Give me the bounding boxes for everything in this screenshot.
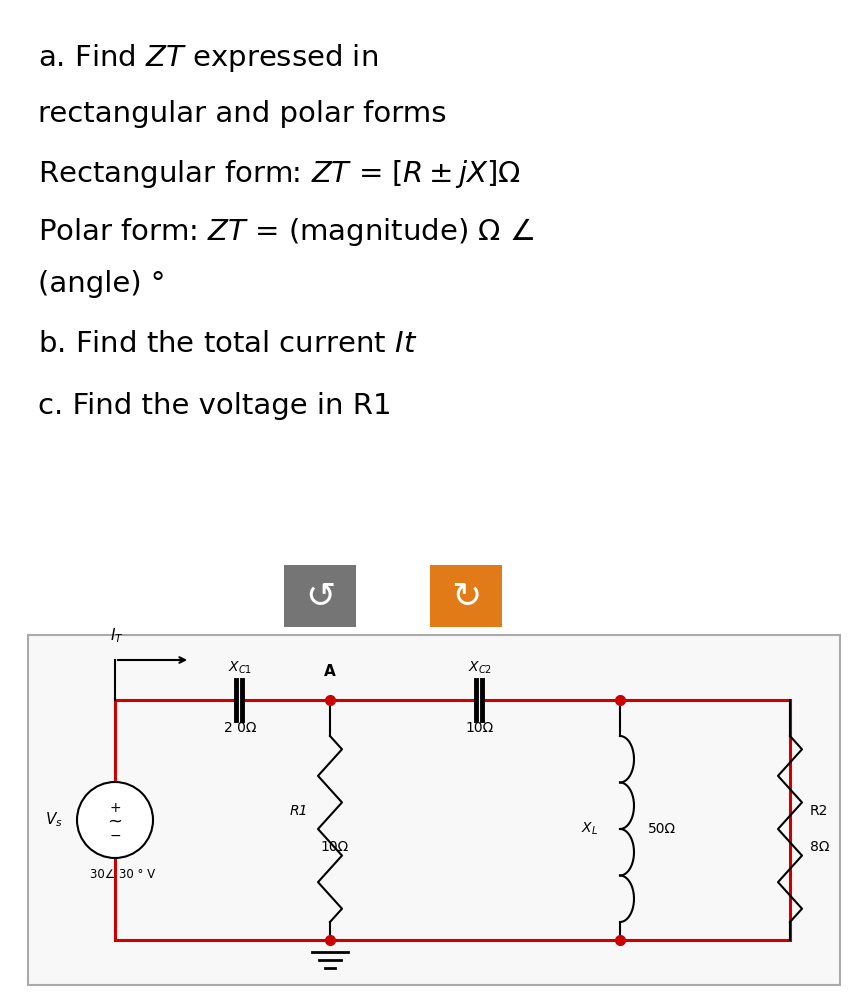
Text: R1: R1: [290, 804, 308, 818]
Text: −: −: [109, 829, 121, 843]
Text: $V_s$: $V_s$: [45, 811, 63, 830]
Bar: [284, 565, 356, 627]
Text: $X_{C2}$: $X_{C2}$: [468, 660, 492, 677]
Text: c. Find the voltage in R1: c. Find the voltage in R1: [38, 392, 392, 420]
Text: b. Find the total current $\mathit{It}$: b. Find the total current $\mathit{It}$: [38, 330, 417, 358]
Text: A: A: [324, 665, 336, 680]
Text: ↺: ↺: [304, 579, 335, 613]
Text: $X_{C1}$: $X_{C1}$: [228, 660, 252, 677]
Circle shape: [77, 782, 153, 858]
Text: 10Ω: 10Ω: [320, 840, 349, 854]
Text: ~: ~: [107, 813, 123, 831]
Text: (angle) °: (angle) °: [38, 270, 165, 298]
Bar: [28, 635, 840, 985]
Text: $X_L$: $X_L$: [581, 821, 598, 837]
Text: Rectangular form: $\mathit{ZT}$ = $[R \pm jX]\Omega$: Rectangular form: $\mathit{ZT}$ = $[R \p…: [38, 158, 521, 190]
Text: 50Ω: 50Ω: [648, 822, 676, 836]
Bar: [430, 565, 502, 627]
Text: 2 0Ω: 2 0Ω: [224, 721, 256, 735]
Text: +: +: [109, 801, 121, 815]
Text: 8Ω: 8Ω: [810, 840, 830, 854]
Text: 10Ω: 10Ω: [466, 721, 494, 735]
Text: a. Find $\mathit{ZT}$ expressed in: a. Find $\mathit{ZT}$ expressed in: [38, 42, 378, 74]
Text: R2: R2: [810, 804, 829, 818]
Text: Polar form: $\mathit{ZT}$ = (magnitude) $\Omega$ $\angle$: Polar form: $\mathit{ZT}$ = (magnitude) …: [38, 216, 534, 248]
Text: ↻: ↻: [451, 579, 481, 613]
Text: rectangular and polar forms: rectangular and polar forms: [38, 100, 446, 128]
Text: $I_T$: $I_T$: [110, 627, 124, 645]
Text: 30∠ 30 ° V: 30∠ 30 ° V: [90, 869, 155, 882]
